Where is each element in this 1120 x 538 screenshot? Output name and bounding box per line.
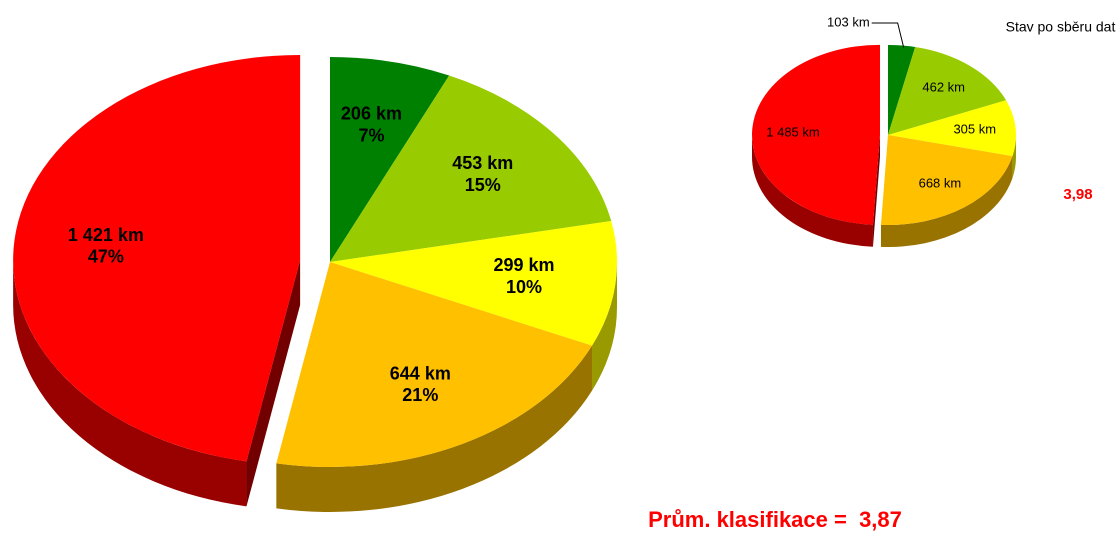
percent-label: 47% bbox=[88, 246, 124, 266]
data-label: 299 km bbox=[493, 255, 554, 275]
pie-slice-side bbox=[872, 134, 881, 247]
data-label: 206 km bbox=[341, 104, 402, 124]
pie-slice bbox=[880, 135, 1013, 225]
pie-tops bbox=[752, 44, 1017, 225]
pie-slice bbox=[752, 44, 881, 225]
chart-title: Stav po sběru dat 2014 bbox=[1006, 19, 1120, 35]
data-label: 668 km bbox=[919, 176, 962, 191]
pie-slice bbox=[330, 221, 618, 346]
data-label: 305 km bbox=[953, 122, 996, 137]
pie-slice bbox=[888, 47, 1007, 136]
pie-slice bbox=[276, 262, 593, 467]
pie-slice-side bbox=[592, 262, 617, 391]
pie-sides bbox=[13, 259, 617, 512]
percent-label: 21% bbox=[402, 385, 438, 405]
data-label: 644 km bbox=[390, 364, 451, 384]
data-label: 1 485 km bbox=[766, 125, 819, 140]
pie-tops bbox=[13, 54, 618, 467]
pie-slice-side bbox=[752, 134, 873, 247]
data-label: 103 km bbox=[827, 14, 870, 29]
pie-slice-side bbox=[880, 156, 1013, 247]
average-annotation: 3,98 bbox=[1063, 186, 1092, 203]
pie-slice bbox=[330, 75, 612, 262]
pie-slice-side bbox=[246, 259, 301, 507]
pie-sides bbox=[752, 134, 1016, 247]
pie-slice bbox=[888, 45, 916, 135]
data-label: 462 km bbox=[922, 79, 965, 94]
pie-slice bbox=[330, 57, 450, 262]
data-label: 1 421 km bbox=[68, 225, 144, 245]
percent-label: 10% bbox=[506, 277, 542, 297]
pie-slice-side bbox=[13, 259, 247, 507]
percent-label: 15% bbox=[465, 175, 501, 195]
pie-slice-side bbox=[276, 345, 593, 512]
pie-slice-side bbox=[1012, 135, 1016, 179]
pie-slice bbox=[888, 100, 1017, 157]
average-annotation: Prům. klasifikace = 3,87 bbox=[648, 507, 902, 532]
data-label: 453 km bbox=[452, 153, 513, 173]
leader-line bbox=[871, 22, 905, 48]
pie-slice bbox=[13, 54, 301, 462]
percent-label: 7% bbox=[358, 125, 384, 145]
pie-labels: 103 km 462 km 305 km 668 km 1 485 km bbox=[766, 14, 996, 190]
